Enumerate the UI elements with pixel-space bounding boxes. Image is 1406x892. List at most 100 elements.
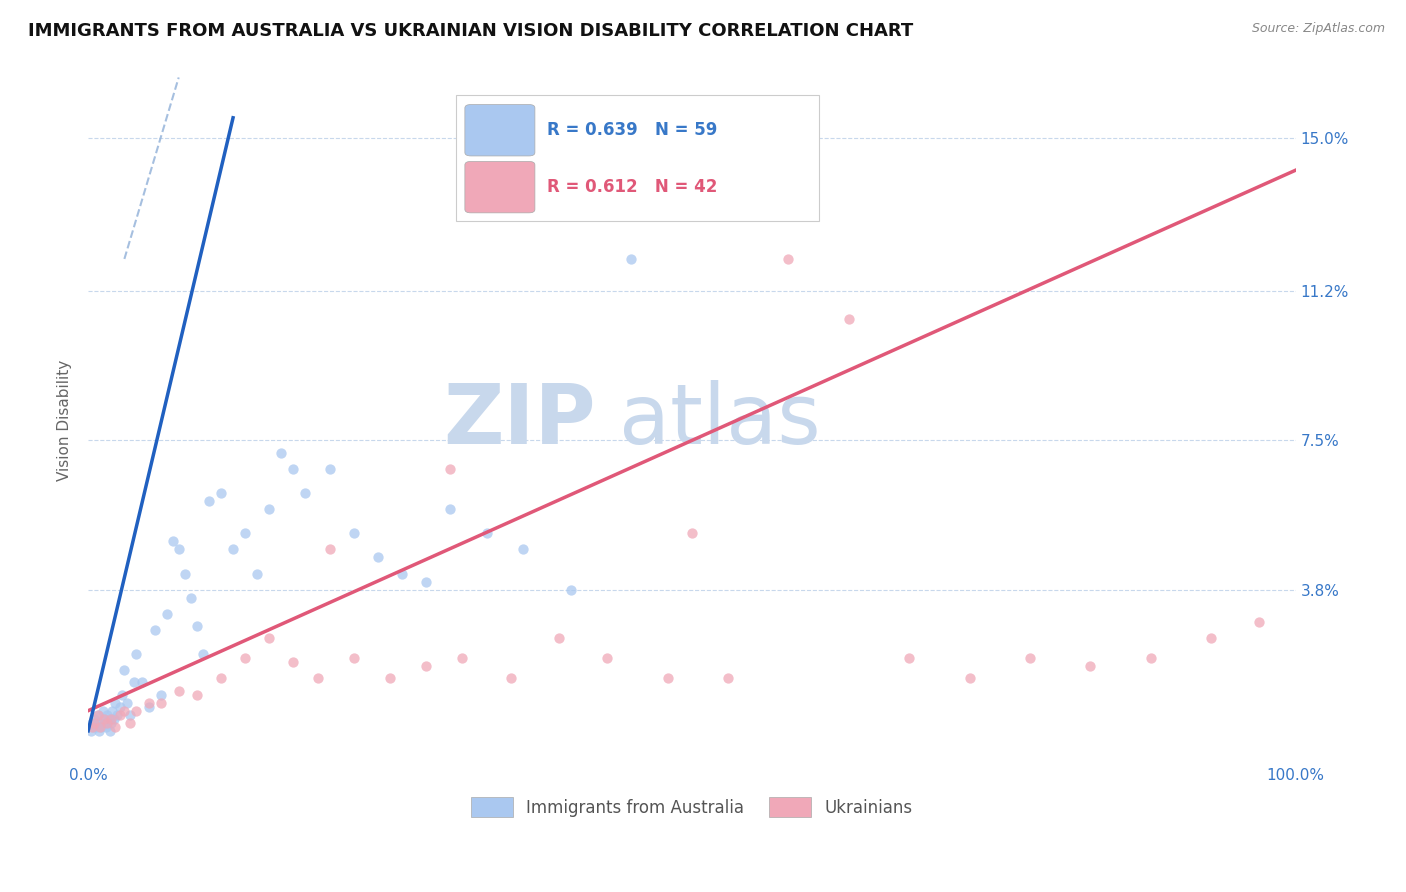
Point [1019,651,1042,665]
Point [162,534,184,549]
Point [259,502,281,516]
Point [294,486,316,500]
Point [838,312,860,326]
Point [105,707,128,722]
Point [1199,631,1222,645]
FancyBboxPatch shape [457,95,818,221]
Point [97,712,120,726]
Point [100,712,122,726]
Point [209,486,232,500]
Point [283,655,305,669]
Text: atlas: atlas [620,380,821,461]
Point [96,720,118,734]
Point [79,723,101,738]
Point [149,696,172,710]
Point [84,715,107,730]
Point [560,582,582,597]
Point [86,720,108,734]
Point [499,672,522,686]
Point [173,566,195,581]
Point [1078,659,1101,673]
Point [318,461,340,475]
Point [91,704,114,718]
Point [186,688,208,702]
Point [122,675,145,690]
Point [138,696,160,710]
Point [620,252,643,266]
Point [596,651,619,665]
Point [270,445,292,459]
Point [83,712,105,726]
Point [100,715,122,730]
Point [439,502,461,516]
Legend: Immigrants from Australia, Ukrainians: Immigrants from Australia, Ukrainians [464,791,920,823]
Point [246,566,269,581]
Point [415,574,437,589]
Point [717,672,740,686]
Point [112,704,135,718]
Point [112,664,135,678]
Point [548,631,571,645]
Point [87,707,110,722]
Point [657,672,679,686]
Point [283,461,305,475]
Point [512,542,534,557]
Point [167,542,190,557]
Point [451,651,474,665]
Point [167,683,190,698]
Point [439,461,461,475]
Point [103,712,125,726]
Text: ZIP: ZIP [443,380,595,461]
Point [108,707,131,722]
Point [233,651,256,665]
Y-axis label: Vision Disability: Vision Disability [58,359,72,481]
Point [391,566,413,581]
Point [96,707,118,722]
Point [101,704,124,718]
Text: IMMIGRANTS FROM AUSTRALIA VS UKRAINIAN VISION DISABILITY CORRELATION CHART: IMMIGRANTS FROM AUSTRALIA VS UKRAINIAN V… [28,22,914,40]
Point [156,607,179,621]
Point [89,715,111,730]
Point [191,647,214,661]
Point [87,723,110,738]
Point [90,720,112,734]
Point [131,675,153,690]
Point [104,720,127,734]
Text: R = 0.639   N = 59: R = 0.639 N = 59 [547,121,717,139]
Point [149,688,172,702]
Point [93,712,115,726]
Point [233,526,256,541]
Point [343,651,366,665]
Point [115,696,138,710]
Point [125,647,148,661]
Point [94,715,117,730]
Point [318,542,340,557]
Point [120,707,142,722]
Point [681,526,703,541]
Point [198,494,221,508]
Point [259,631,281,645]
Point [108,699,131,714]
Point [367,550,389,565]
Point [125,704,148,718]
Point [143,623,166,637]
Point [778,252,800,266]
FancyBboxPatch shape [465,161,534,213]
Point [87,707,110,722]
Point [80,720,103,734]
Point [180,591,202,605]
Point [209,672,232,686]
Point [83,715,105,730]
Point [82,720,104,734]
Point [378,672,401,686]
Point [343,526,366,541]
Point [98,723,121,738]
Point [415,659,437,673]
Point [307,672,329,686]
Point [96,715,118,730]
Point [120,715,142,730]
Text: Source: ZipAtlas.com: Source: ZipAtlas.com [1251,22,1385,36]
Point [1139,651,1161,665]
Point [93,712,115,726]
Point [89,720,111,734]
